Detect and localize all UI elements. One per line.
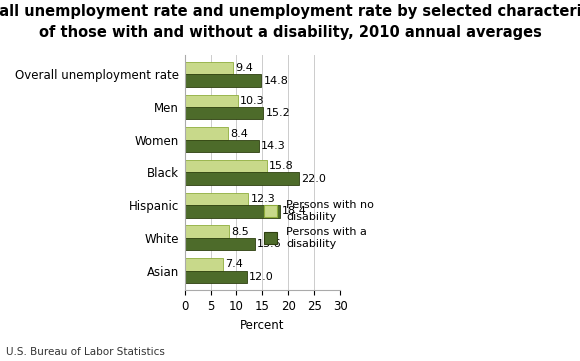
Bar (184, 74, 262, 87)
Bar (184, 193, 248, 205)
Text: 14.3: 14.3 (261, 141, 285, 151)
Bar (184, 226, 229, 238)
Text: 8.5: 8.5 (231, 227, 248, 237)
Text: 7.4: 7.4 (225, 260, 243, 269)
Bar (184, 258, 223, 271)
Legend: Persons with no
disability, Persons with a
disability: Persons with no disability, Persons with… (259, 196, 378, 253)
Text: 15.2: 15.2 (266, 108, 291, 118)
Text: 15.8: 15.8 (269, 161, 293, 171)
X-axis label: Percent: Percent (240, 318, 285, 331)
Text: 22.0: 22.0 (301, 174, 326, 184)
Bar (184, 238, 255, 251)
Bar (184, 205, 280, 218)
Bar (184, 62, 233, 74)
Bar (184, 127, 228, 140)
Bar (184, 173, 299, 185)
Bar (184, 271, 247, 283)
Bar (184, 160, 267, 173)
Text: 10.3: 10.3 (240, 96, 264, 106)
Text: 8.4: 8.4 (230, 129, 248, 139)
Text: 12.3: 12.3 (251, 194, 276, 204)
Bar (184, 95, 238, 107)
Text: 18.4: 18.4 (282, 206, 307, 217)
Text: of those with and without a disability, 2010 annual averages: of those with and without a disability, … (38, 25, 542, 40)
Bar (184, 140, 259, 152)
Text: 13.6: 13.6 (258, 239, 282, 249)
Bar (184, 107, 263, 119)
Text: U.S. Bureau of Labor Statistics: U.S. Bureau of Labor Statistics (6, 347, 165, 357)
Text: Overall unemployment rate and unemployment rate by selected characteristics: Overall unemployment rate and unemployme… (0, 4, 580, 19)
Text: 9.4: 9.4 (235, 63, 253, 73)
Text: 14.8: 14.8 (263, 75, 288, 86)
Text: 12.0: 12.0 (249, 272, 274, 282)
